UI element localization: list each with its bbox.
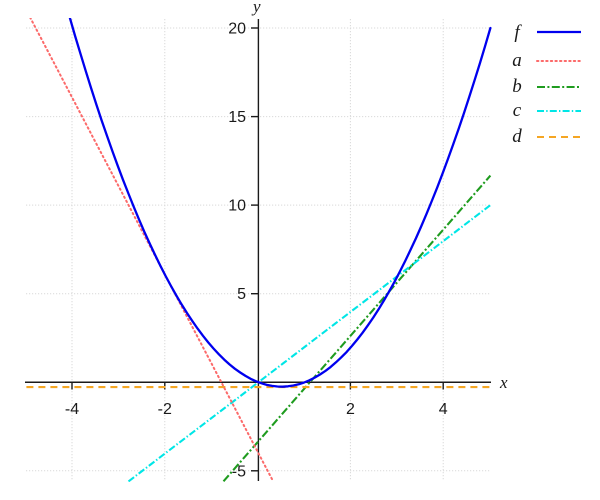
svg-text:15: 15 (228, 109, 246, 126)
svg-text:4: 4 (439, 401, 448, 418)
svg-text:y: y (251, 0, 261, 16)
svg-text:-2: -2 (158, 401, 172, 418)
svg-text:-5: -5 (232, 463, 246, 480)
svg-text:-4: -4 (65, 401, 79, 418)
svg-text:x: x (499, 373, 508, 392)
svg-text:5: 5 (237, 286, 246, 303)
svg-text:d: d (512, 126, 522, 147)
svg-text:a: a (512, 50, 522, 71)
svg-text:c: c (513, 100, 522, 121)
svg-text:b: b (512, 76, 522, 97)
svg-text:20: 20 (228, 21, 246, 38)
svg-text:2: 2 (346, 401, 355, 418)
svg-text:10: 10 (228, 198, 246, 215)
